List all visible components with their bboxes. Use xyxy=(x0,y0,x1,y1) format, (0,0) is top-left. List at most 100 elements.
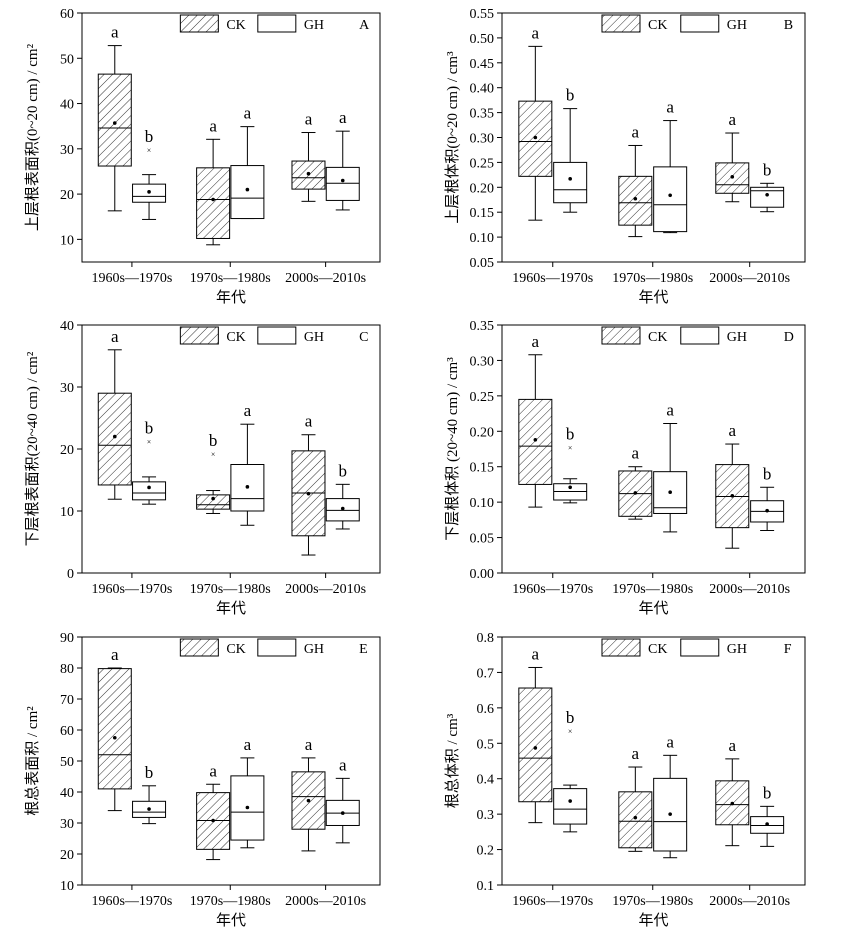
y-tick-label: 0.2 xyxy=(477,844,495,859)
mean-point xyxy=(533,746,538,750)
box-gh: b xyxy=(325,461,360,530)
y-tick-label: 0.00 xyxy=(470,567,495,582)
significance-label: b xyxy=(209,431,218,450)
mean-point xyxy=(633,491,638,495)
y-tick-label: 0.40 xyxy=(470,82,495,97)
mean-point xyxy=(765,192,769,197)
significance-label: a xyxy=(632,444,640,463)
y-tick-label: 20 xyxy=(60,443,74,458)
legend-swatch-ck xyxy=(179,14,219,33)
x-tick-label: 1970s—1980s xyxy=(190,894,271,909)
y-axis-label: 下层根表面积(20~40 cm) / cm² xyxy=(24,351,41,546)
box-ck: a xyxy=(291,412,326,556)
y-tick-label: 0.05 xyxy=(470,256,495,271)
x-tick-label: 1970s—1980s xyxy=(190,271,271,286)
box-ck: a xyxy=(291,110,326,202)
box-gh: b xyxy=(750,160,785,213)
mean-point xyxy=(245,187,250,192)
legend-label-gh: GH xyxy=(304,18,324,33)
box-ck: a xyxy=(715,421,750,549)
y-tick-label: 0.20 xyxy=(470,181,495,196)
significance-label: a xyxy=(111,23,119,42)
y-tick-label: 60 xyxy=(60,724,74,739)
plot-frame xyxy=(501,324,806,574)
x-tick-label: 1960s—1970s xyxy=(512,894,593,909)
legend-label-gh: GH xyxy=(727,330,747,345)
box-gh: b xyxy=(750,464,785,531)
y-tick-label: 0.15 xyxy=(470,461,495,476)
mean-point xyxy=(211,197,215,202)
y-axis-label: 根总表面积 / cm² xyxy=(24,706,41,816)
y-tick-label: 0.10 xyxy=(470,231,495,246)
x-tick-label: 2000s—2010s xyxy=(709,582,790,597)
significance-label: a xyxy=(209,116,217,135)
panel-F: 0.1 0.2 0.3 0.4 0.5 0.6 0.7 0.8 1960s—1970s 1970s… xyxy=(444,631,806,929)
box-gh: a xyxy=(653,98,688,234)
box-ck: a xyxy=(291,735,326,852)
mean-point xyxy=(340,811,345,815)
x-axis-label: 年代 xyxy=(638,600,668,617)
box-ck: a xyxy=(518,644,553,824)
significance-label: b xyxy=(566,708,575,727)
mean-point xyxy=(533,437,538,442)
box-gh: a xyxy=(325,755,360,844)
mean-point xyxy=(306,798,311,803)
y-tick-label: 0.50 xyxy=(470,32,495,47)
panel-id: E xyxy=(359,642,368,657)
panel-id: F xyxy=(784,642,792,657)
mean-point xyxy=(147,807,151,811)
x-tick-label: 2000s—2010s xyxy=(285,894,366,909)
y-tick-label: 0.5 xyxy=(477,737,495,752)
box-ck: a xyxy=(97,23,132,212)
legend-swatch-ck xyxy=(601,14,641,33)
panel-A: 10 20 30 40 50 60 1960s—1970s 1970s—1980s 2000s—… xyxy=(24,7,381,306)
legend-label-ck: CK xyxy=(226,330,245,345)
box-ck: a xyxy=(618,444,653,520)
box-ck: a xyxy=(196,761,231,861)
box-ck: a xyxy=(618,744,653,852)
mean-point xyxy=(112,434,117,439)
significance-label: a xyxy=(244,735,252,754)
box-gh: ×b xyxy=(132,127,167,220)
y-tick-label: 0.4 xyxy=(477,773,495,788)
significance-label: a xyxy=(305,412,313,431)
y-axis-label: 根总体积 / cm³ xyxy=(444,713,461,808)
box-gh: a xyxy=(653,732,688,859)
x-axis-label: 年代 xyxy=(216,912,246,929)
x-tick-label: 1960s—1970s xyxy=(512,582,593,597)
y-tick-label: 40 xyxy=(60,786,74,801)
significance-label: a xyxy=(244,401,252,420)
y-tick-label: 0.20 xyxy=(470,425,495,440)
mean-point xyxy=(668,812,672,816)
y-tick-label: 0.35 xyxy=(470,107,495,122)
y-axis-label: 上层根体积(0~20 cm) / cm³ xyxy=(444,51,461,224)
box-gh: a xyxy=(230,735,265,849)
panel-D: 0.00 0.05 0.10 0.15 0.20 0.25 0.30 0.35 1960s—19… xyxy=(444,319,806,617)
y-tick-label: 0.05 xyxy=(470,532,495,547)
y-tick-label: 30 xyxy=(60,381,74,396)
x-tick-label: 1960s—1970s xyxy=(91,582,172,597)
significance-label: b xyxy=(145,763,154,782)
legend-swatch-ck xyxy=(601,638,641,657)
y-tick-label: 0.55 xyxy=(470,7,495,22)
legend-label-gh: GH xyxy=(304,330,324,345)
significance-label: a xyxy=(305,735,313,754)
box-ck: a xyxy=(97,645,132,812)
mean-point xyxy=(340,506,345,511)
y-tick-label: 10 xyxy=(60,879,74,894)
y-tick-label: 0 xyxy=(67,567,74,582)
box-ck: a xyxy=(618,122,653,238)
legend-swatch-gh xyxy=(680,326,720,345)
significance-label: b xyxy=(566,425,575,444)
legend-swatch-ck xyxy=(179,326,219,345)
box-gh: a xyxy=(325,108,360,211)
panel-id: C xyxy=(359,330,368,345)
legend-swatch-gh xyxy=(257,638,297,657)
y-tick-label: 30 xyxy=(60,143,74,158)
box-gh: b xyxy=(132,763,167,825)
box-gh: ×b xyxy=(553,708,588,833)
significance-label: a xyxy=(666,98,674,117)
x-tick-label: 2000s—2010s xyxy=(285,582,366,597)
x-tick-label: 2000s—2010s xyxy=(285,271,366,286)
box-ck: a xyxy=(97,327,132,500)
